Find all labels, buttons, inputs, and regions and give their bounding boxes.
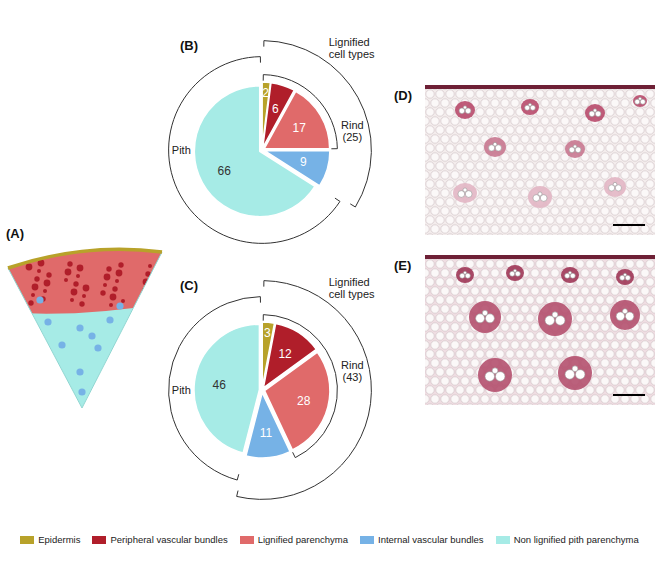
svg-text:cell types: cell types <box>329 48 375 60</box>
svg-text:(A): (A) <box>6 226 24 241</box>
svg-text:Rind: Rind <box>341 359 364 371</box>
svg-text:3: 3 <box>264 326 271 340</box>
html-text:Peripheral vascular bundles: Peripheral vascular bundles <box>110 534 228 545</box>
svg-text:17: 17 <box>292 121 306 135</box>
svg-text:46: 46 <box>213 378 227 392</box>
svg-text:6: 6 <box>272 102 279 116</box>
svg-text:Lignified: Lignified <box>329 36 370 48</box>
svg-text:(C): (C) <box>180 278 198 293</box>
svg-text:Pith: Pith <box>172 384 191 396</box>
svg-text:(D): (D) <box>394 88 412 103</box>
svg-text:Lignified: Lignified <box>329 276 370 288</box>
html-text:Internal vascular bundles: Internal vascular bundles <box>378 534 484 545</box>
html-text:Non lignified pith parenchyma: Non lignified pith parenchyma <box>513 534 639 545</box>
svg-text:Rind: Rind <box>341 119 364 131</box>
svg-text:(E): (E) <box>394 258 411 273</box>
svg-text:(B): (B) <box>180 38 198 53</box>
svg-text:28: 28 <box>297 394 311 408</box>
svg-text:11: 11 <box>260 426 273 440</box>
svg-text:9: 9 <box>300 155 307 169</box>
svg-text:12: 12 <box>278 347 292 361</box>
svg-text:66: 66 <box>218 164 232 178</box>
html-text:Lignified parenchyma: Lignified parenchyma <box>257 534 348 545</box>
svg-text:(25): (25) <box>343 131 363 143</box>
svg-text:Pith: Pith <box>172 144 191 156</box>
html-text:Epidermis: Epidermis <box>38 534 81 545</box>
svg-text:cell types: cell types <box>329 288 375 300</box>
svg-text:(43): (43) <box>343 371 363 383</box>
svg-text:2: 2 <box>262 86 269 100</box>
